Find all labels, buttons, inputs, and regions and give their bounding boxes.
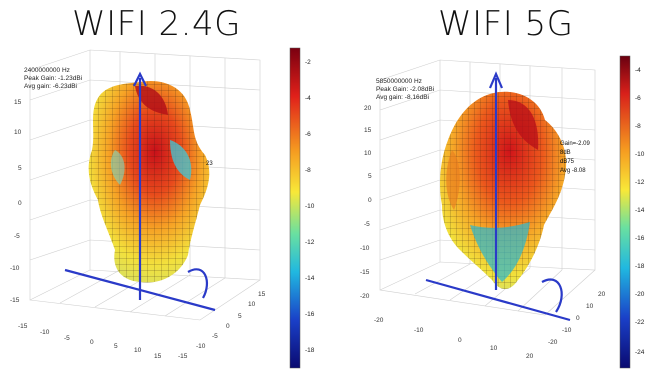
colorbar-tick: -8 — [305, 167, 311, 174]
x-tick: 20 — [526, 353, 534, 360]
side-label: 8dB — [560, 150, 571, 156]
colorbar-tick: -10 — [635, 151, 645, 158]
colorbar-tick: -4 — [305, 95, 311, 102]
z-tick: 5 — [368, 173, 372, 180]
x-tick: -20 — [374, 317, 384, 324]
colorbar-tick: -12 — [635, 179, 645, 186]
colorbar: -4 -6 -8 -10 -12 -14 -16 -18 -20 -22 -24 — [619, 55, 645, 369]
x-tick: -5 — [64, 335, 70, 342]
z-tick: -20 — [360, 293, 370, 300]
y-tick: 20 — [598, 291, 606, 298]
z-axis-ticks: 20 15 10 5 0 -5 -10 -15 -20 — [360, 105, 372, 300]
x-axis-ticks: -20 -10 0 10 20 — [374, 317, 534, 360]
x-tick: -10 — [40, 329, 50, 336]
z-tick: 20 — [364, 105, 372, 112]
y-tick: -20 — [548, 339, 558, 346]
axis-arrows — [425, 71, 571, 322]
colorbar-tick: -12 — [305, 239, 315, 246]
colorbar-tick: -6 — [305, 131, 311, 138]
z-tick: 0 — [368, 197, 372, 204]
colorbar-tick: -14 — [305, 275, 315, 282]
y-tick: 15 — [258, 291, 266, 298]
side-label: Gain=-2.09 — [560, 141, 590, 147]
colorbar-tick: -4 — [635, 67, 641, 74]
panel-wifi-24g: WIFI 2.4G — [10, 4, 315, 369]
colorbar-tick: -6 — [635, 95, 641, 102]
colorbar-tick: -18 — [305, 347, 315, 354]
side-labels: Gain=-2.09 8dB dB75 Avg -8.08 — [560, 140, 590, 176]
z-tick: -10 — [360, 245, 370, 252]
y-tick: -10 — [196, 343, 206, 350]
x-axis-ticks: -15 -10 -5 0 5 10 15 — [18, 323, 162, 360]
y-tick: -10 — [562, 327, 572, 334]
x-tick: 0 — [458, 337, 462, 344]
frequency-label: 2400000000 Hz — [24, 67, 70, 74]
colorbar-tick: -24 — [635, 349, 645, 356]
plot-info: 2400000000 Hz Peak Gain: -1.23dBi Avg ga… — [24, 67, 82, 91]
x-tick: 0 — [90, 339, 94, 346]
z-axis-ticks: 15 10 5 0 -5 -10 -15 — [10, 99, 22, 304]
y-axis-ticks: 15 10 5 0 -5 -10 -15 — [178, 291, 266, 360]
colorbar-tick: -16 — [635, 235, 645, 242]
y-tick: -15 — [178, 353, 188, 360]
z-tick: -10 — [10, 265, 20, 272]
avg-gain-label: Avg gain: -6.23dBi — [24, 83, 77, 90]
axis-arrows — [64, 71, 216, 312]
peak-gain-label: Peak Gain: -2.08dBi — [376, 86, 435, 93]
radiation-plot-3d: 15 10 5 0 -5 -10 -15 -15 -10 -5 0 5 10 1… — [10, 47, 315, 369]
colorbar-tick: -10 — [305, 203, 315, 210]
y-tick: 0 — [226, 323, 230, 330]
panel-title: WIFI 2.4G — [72, 4, 241, 44]
colorbar-tick: -14 — [635, 207, 645, 214]
z-tick: 5 — [18, 165, 22, 172]
z-tick: 10 — [364, 150, 372, 157]
colorbar-tick: -20 — [635, 291, 645, 298]
panel-wifi-5g: WIFI 5G — [330, 0, 660, 378]
colorbar: -2 -4 -6 -8 -10 -12 -14 -16 -18 — [289, 47, 315, 369]
z-tick: 10 — [14, 129, 22, 136]
z-tick: 0 — [18, 200, 22, 207]
colorbar-tick: -8 — [635, 123, 641, 130]
colorbar-tick: -16 — [305, 311, 315, 318]
z-tick: 15 — [364, 127, 372, 134]
y-tick: 5 — [238, 313, 242, 320]
z-tick: -15 — [10, 297, 20, 304]
avg-gain-label: Avg gain: -8.16dBi — [376, 94, 429, 101]
colorbar-tick: -22 — [635, 319, 645, 326]
y-tick: 10 — [248, 301, 256, 308]
x-tick: 5 — [114, 343, 118, 350]
x-tick: 15 — [154, 353, 162, 360]
side-label: Avg -8.08 — [560, 168, 586, 174]
y-axis-ticks: 20 10 0 -10 -20 — [548, 291, 606, 346]
frequency-label: 5850000000 Hz — [376, 78, 422, 85]
radiation-pattern-surface — [88, 80, 210, 283]
colorbar-tick: -2 — [305, 59, 311, 66]
radiation-plot-3d: 20 15 10 5 0 -5 -10 -15 -20 -20 -10 0 10… — [360, 55, 645, 369]
x-tick: -10 — [414, 327, 424, 334]
plot-info: 5850000000 Hz Peak Gain: -2.08dBi Avg ga… — [376, 78, 434, 102]
z-tick: 15 — [14, 99, 22, 106]
radiation-pattern-surface — [440, 91, 567, 289]
z-tick: -15 — [360, 269, 370, 276]
x-tick: 10 — [134, 347, 142, 354]
x-tick: 10 — [490, 345, 498, 352]
side-label: dB75 — [560, 159, 575, 165]
z-tick: -5 — [14, 233, 20, 240]
side-label: 23 — [206, 161, 213, 167]
y-tick: 0 — [576, 315, 580, 322]
panel-title: WIFI 5G — [438, 4, 574, 44]
peak-gain-label: Peak Gain: -1.23dBi — [24, 75, 83, 82]
x-tick: -15 — [18, 323, 28, 330]
y-tick: 10 — [586, 303, 594, 310]
y-tick: -5 — [212, 333, 218, 340]
colorbar-tick: -18 — [635, 263, 645, 270]
z-tick: -5 — [364, 221, 370, 228]
